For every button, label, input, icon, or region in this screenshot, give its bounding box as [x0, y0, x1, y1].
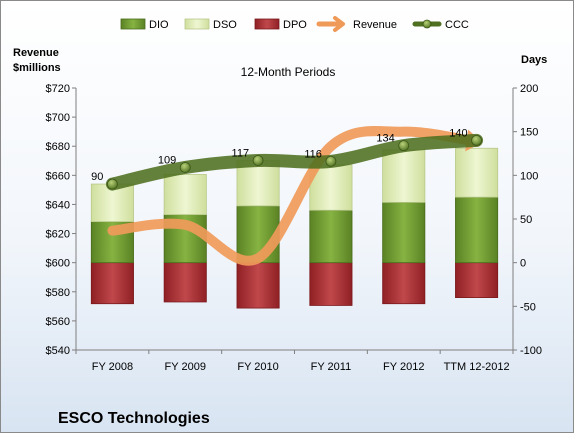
bar-dpo	[309, 262, 353, 306]
ccc-point	[325, 155, 337, 167]
legend-label-dso: DSO	[213, 19, 237, 31]
ccc-data-label: 90	[91, 171, 103, 183]
bar-dio	[455, 196, 499, 264]
ccc-data-label: 134	[376, 133, 394, 145]
left-tick-label: $560	[46, 316, 70, 328]
right-tick-label: 100	[520, 170, 538, 182]
bar-dso	[382, 149, 426, 203]
legend-swatch-dio	[120, 18, 146, 30]
bar-dpo	[455, 262, 499, 298]
ccc-data-label: 116	[304, 148, 322, 160]
left-tick-label: $640	[46, 199, 70, 211]
revenue-line	[107, 126, 482, 266]
ccc-data-label: 117	[232, 147, 250, 159]
ccc-point	[179, 162, 191, 173]
left-axis-label-line2: $millions	[13, 62, 61, 74]
legend-swatch-dpo	[254, 18, 280, 30]
right-tick-label: -50	[520, 301, 536, 313]
ccc-data-label: 109	[158, 154, 176, 166]
ccc-line	[105, 133, 484, 191]
left-tick-label: $540	[46, 345, 70, 357]
x-tick-label: FY 2010	[237, 361, 278, 373]
x-tick-label: TTM 12-2012	[444, 361, 510, 373]
left-tick-label: $720	[46, 83, 70, 95]
right-tick-label: 0	[520, 258, 526, 270]
right-axis-label: Days	[521, 54, 547, 66]
bar-dpo	[163, 262, 207, 303]
left-tick-label: $680	[46, 141, 70, 153]
right-tick-label: 200	[520, 83, 538, 95]
x-tick-label: FY 2011	[311, 361, 352, 373]
left-tick-label: $600	[46, 258, 70, 270]
data-labels: 90 109 117 116 134 140	[91, 127, 467, 183]
ccc-point	[471, 134, 482, 146]
bar-dso	[163, 174, 207, 216]
left-tick-label: $620	[46, 229, 70, 241]
x-tick-label: FY 2009	[165, 361, 206, 373]
bar-dio	[382, 202, 426, 264]
bar-dpo	[236, 262, 280, 309]
bar-dpo	[382, 262, 426, 305]
right-tick-label: -100	[520, 345, 542, 357]
bar-dso	[455, 147, 499, 198]
legend-label-revenue: Revenue	[353, 19, 397, 31]
x-tick-label: FY 2012	[383, 361, 424, 373]
legend-label-ccc: CCC	[445, 19, 469, 31]
right-tick-label: 150	[520, 127, 538, 139]
right-tick-label: 50	[520, 214, 532, 226]
legend-swatch-revenue	[316, 16, 345, 32]
chart-legend: DIO DSO DPO Revenue CCC	[120, 16, 469, 32]
ccc-point	[398, 140, 410, 152]
left-tick-label: $580	[46, 287, 70, 299]
legend-swatch-dso	[184, 18, 210, 30]
lines	[105, 126, 484, 266]
ccc-point	[107, 178, 118, 190]
legend-swatch-ccc	[412, 19, 442, 29]
left-axis-label-line1: Revenue	[13, 47, 59, 59]
bar-dpo	[90, 262, 134, 305]
bar-dio	[309, 209, 353, 264]
ccc-point	[252, 155, 264, 166]
legend-label-dio: DIO	[149, 19, 169, 31]
left-tick-label: $700	[46, 112, 70, 124]
axes: $540 $560 $580 $600 $620 $640 $660 $680 $700 $720…	[46, 83, 543, 373]
chart-title: 12-Month Periods	[241, 65, 336, 79]
legend-label-dpo: DPO	[283, 19, 307, 31]
ccc-data-label: 140	[449, 127, 467, 139]
left-tick-label: $660	[46, 170, 70, 182]
x-tick-label: FY 2008	[92, 361, 133, 373]
company-name: ESCO Technologies	[58, 410, 210, 427]
